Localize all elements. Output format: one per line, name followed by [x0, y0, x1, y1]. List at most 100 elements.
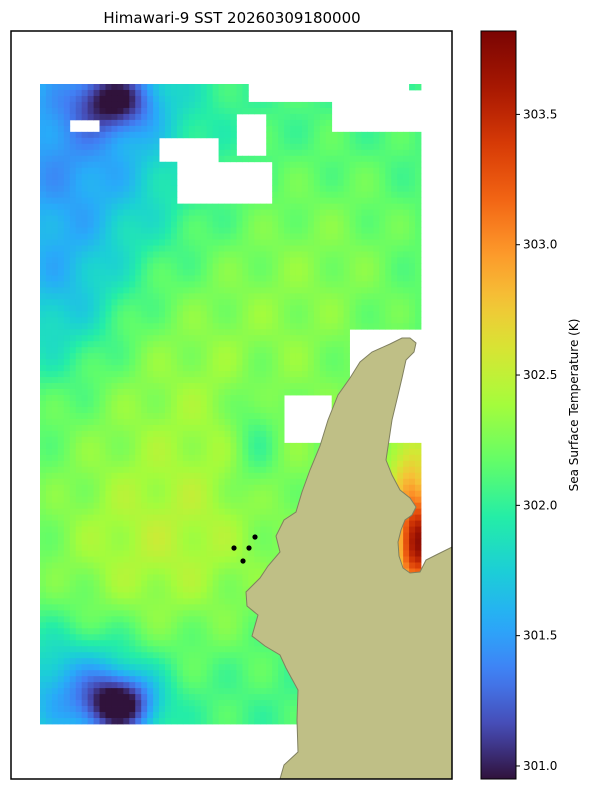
sst-cell: [75, 209, 83, 216]
sst-cell: [111, 317, 118, 324]
sst-cell: [117, 532, 124, 539]
sst-cell: [63, 119, 71, 127]
sst-cell: [105, 604, 112, 611]
sst-cell: [194, 472, 202, 480]
sst-cell: [45, 395, 53, 402]
sst-cell: [278, 359, 285, 366]
sst-cell: [254, 406, 261, 414]
sst-cell: [87, 167, 94, 175]
sst-cell: [159, 484, 166, 492]
sst-cell: [123, 544, 130, 551]
sst-cell: [403, 143, 410, 151]
sst-cell: [206, 574, 214, 581]
sst-cell: [188, 95, 196, 103]
sst-cell: [212, 442, 219, 450]
sst-cell: [391, 275, 398, 282]
sst-cell: [379, 311, 386, 318]
sst-cell: [188, 323, 196, 330]
sst-cell: [266, 460, 273, 468]
sst-cell: [141, 478, 148, 486]
sst-cell: [182, 245, 190, 252]
sst-cell: [212, 496, 219, 504]
sst-cell: [397, 299, 404, 306]
sst-cell: [165, 209, 172, 216]
sst-cell: [159, 299, 166, 306]
sst-cell: [40, 263, 47, 270]
sst-cell: [307, 191, 315, 199]
sst-cell: [266, 215, 273, 222]
sst-cell: [147, 359, 154, 366]
sst-cell: [153, 371, 160, 378]
sst-cell: [165, 317, 172, 324]
sst-cell: [147, 520, 154, 528]
sst-cell: [57, 185, 65, 193]
sst-cell: [355, 263, 362, 270]
sst-cell: [230, 269, 237, 276]
sst-cell: [153, 526, 160, 533]
sst-cell: [111, 119, 118, 127]
sst-cell: [403, 191, 410, 199]
sst-cell: [57, 586, 65, 593]
sst-cell: [206, 84, 214, 91]
sst-cell: [153, 395, 160, 402]
sst-cell: [99, 544, 106, 551]
sst-cell: [45, 329, 53, 336]
sst-cell: [176, 442, 184, 450]
sst-cell: [236, 436, 243, 444]
sst-cell: [69, 293, 77, 300]
sst-cell: [248, 472, 255, 480]
sst-cell: [123, 604, 130, 611]
sst-cell: [188, 526, 196, 533]
sst-cell: [153, 454, 160, 462]
sst-cell: [230, 592, 237, 599]
sst-cell: [75, 508, 83, 516]
sst-cell: [194, 502, 202, 510]
sst-cell: [295, 149, 303, 157]
sst-cell: [391, 137, 398, 145]
sst-cell: [188, 430, 196, 438]
sst-cell: [373, 155, 380, 163]
sst-cell: [415, 538, 422, 545]
sst-cell: [117, 245, 124, 252]
sst-cell: [147, 592, 154, 599]
sst-cell: [295, 221, 303, 228]
sst-cell: [176, 113, 184, 121]
sst-cell: [385, 209, 392, 216]
sst-cell: [57, 161, 65, 169]
sst-cell: [194, 347, 202, 354]
sst-cell: [307, 365, 315, 372]
sst-cell: [69, 412, 77, 420]
sst-cell: [63, 604, 71, 611]
sst-cell: [57, 335, 65, 342]
sst-cell: [93, 251, 100, 258]
sst-cell: [391, 239, 398, 246]
sst-cell: [385, 185, 392, 193]
sst-cell: [165, 185, 172, 193]
sst-cell: [403, 245, 410, 252]
sst-cell: [194, 508, 202, 516]
sst-cell: [182, 365, 190, 372]
sst-cell: [188, 377, 196, 384]
sst-cell: [403, 448, 410, 456]
sst-cell: [284, 335, 291, 342]
sst-cell: [75, 335, 83, 342]
sst-cell: [105, 353, 112, 360]
sst-cell: [51, 95, 59, 103]
sst-cell: [40, 233, 47, 240]
sst-cell: [75, 353, 83, 360]
sst-cell: [248, 412, 255, 420]
sst-cell: [319, 173, 327, 181]
sst-cell: [81, 592, 89, 599]
sst-cell: [159, 514, 166, 522]
sst-cell: [325, 227, 333, 234]
sst-cell: [99, 580, 106, 587]
sst-cell: [147, 209, 154, 216]
sst-cell: [159, 263, 166, 270]
sst-cell: [373, 257, 380, 264]
sst-cell: [325, 275, 333, 282]
sst-cell: [230, 245, 237, 252]
sst-cell: [165, 466, 172, 474]
sst-cell: [313, 137, 321, 145]
sst-cell: [159, 251, 166, 258]
sst-cell: [397, 245, 404, 252]
